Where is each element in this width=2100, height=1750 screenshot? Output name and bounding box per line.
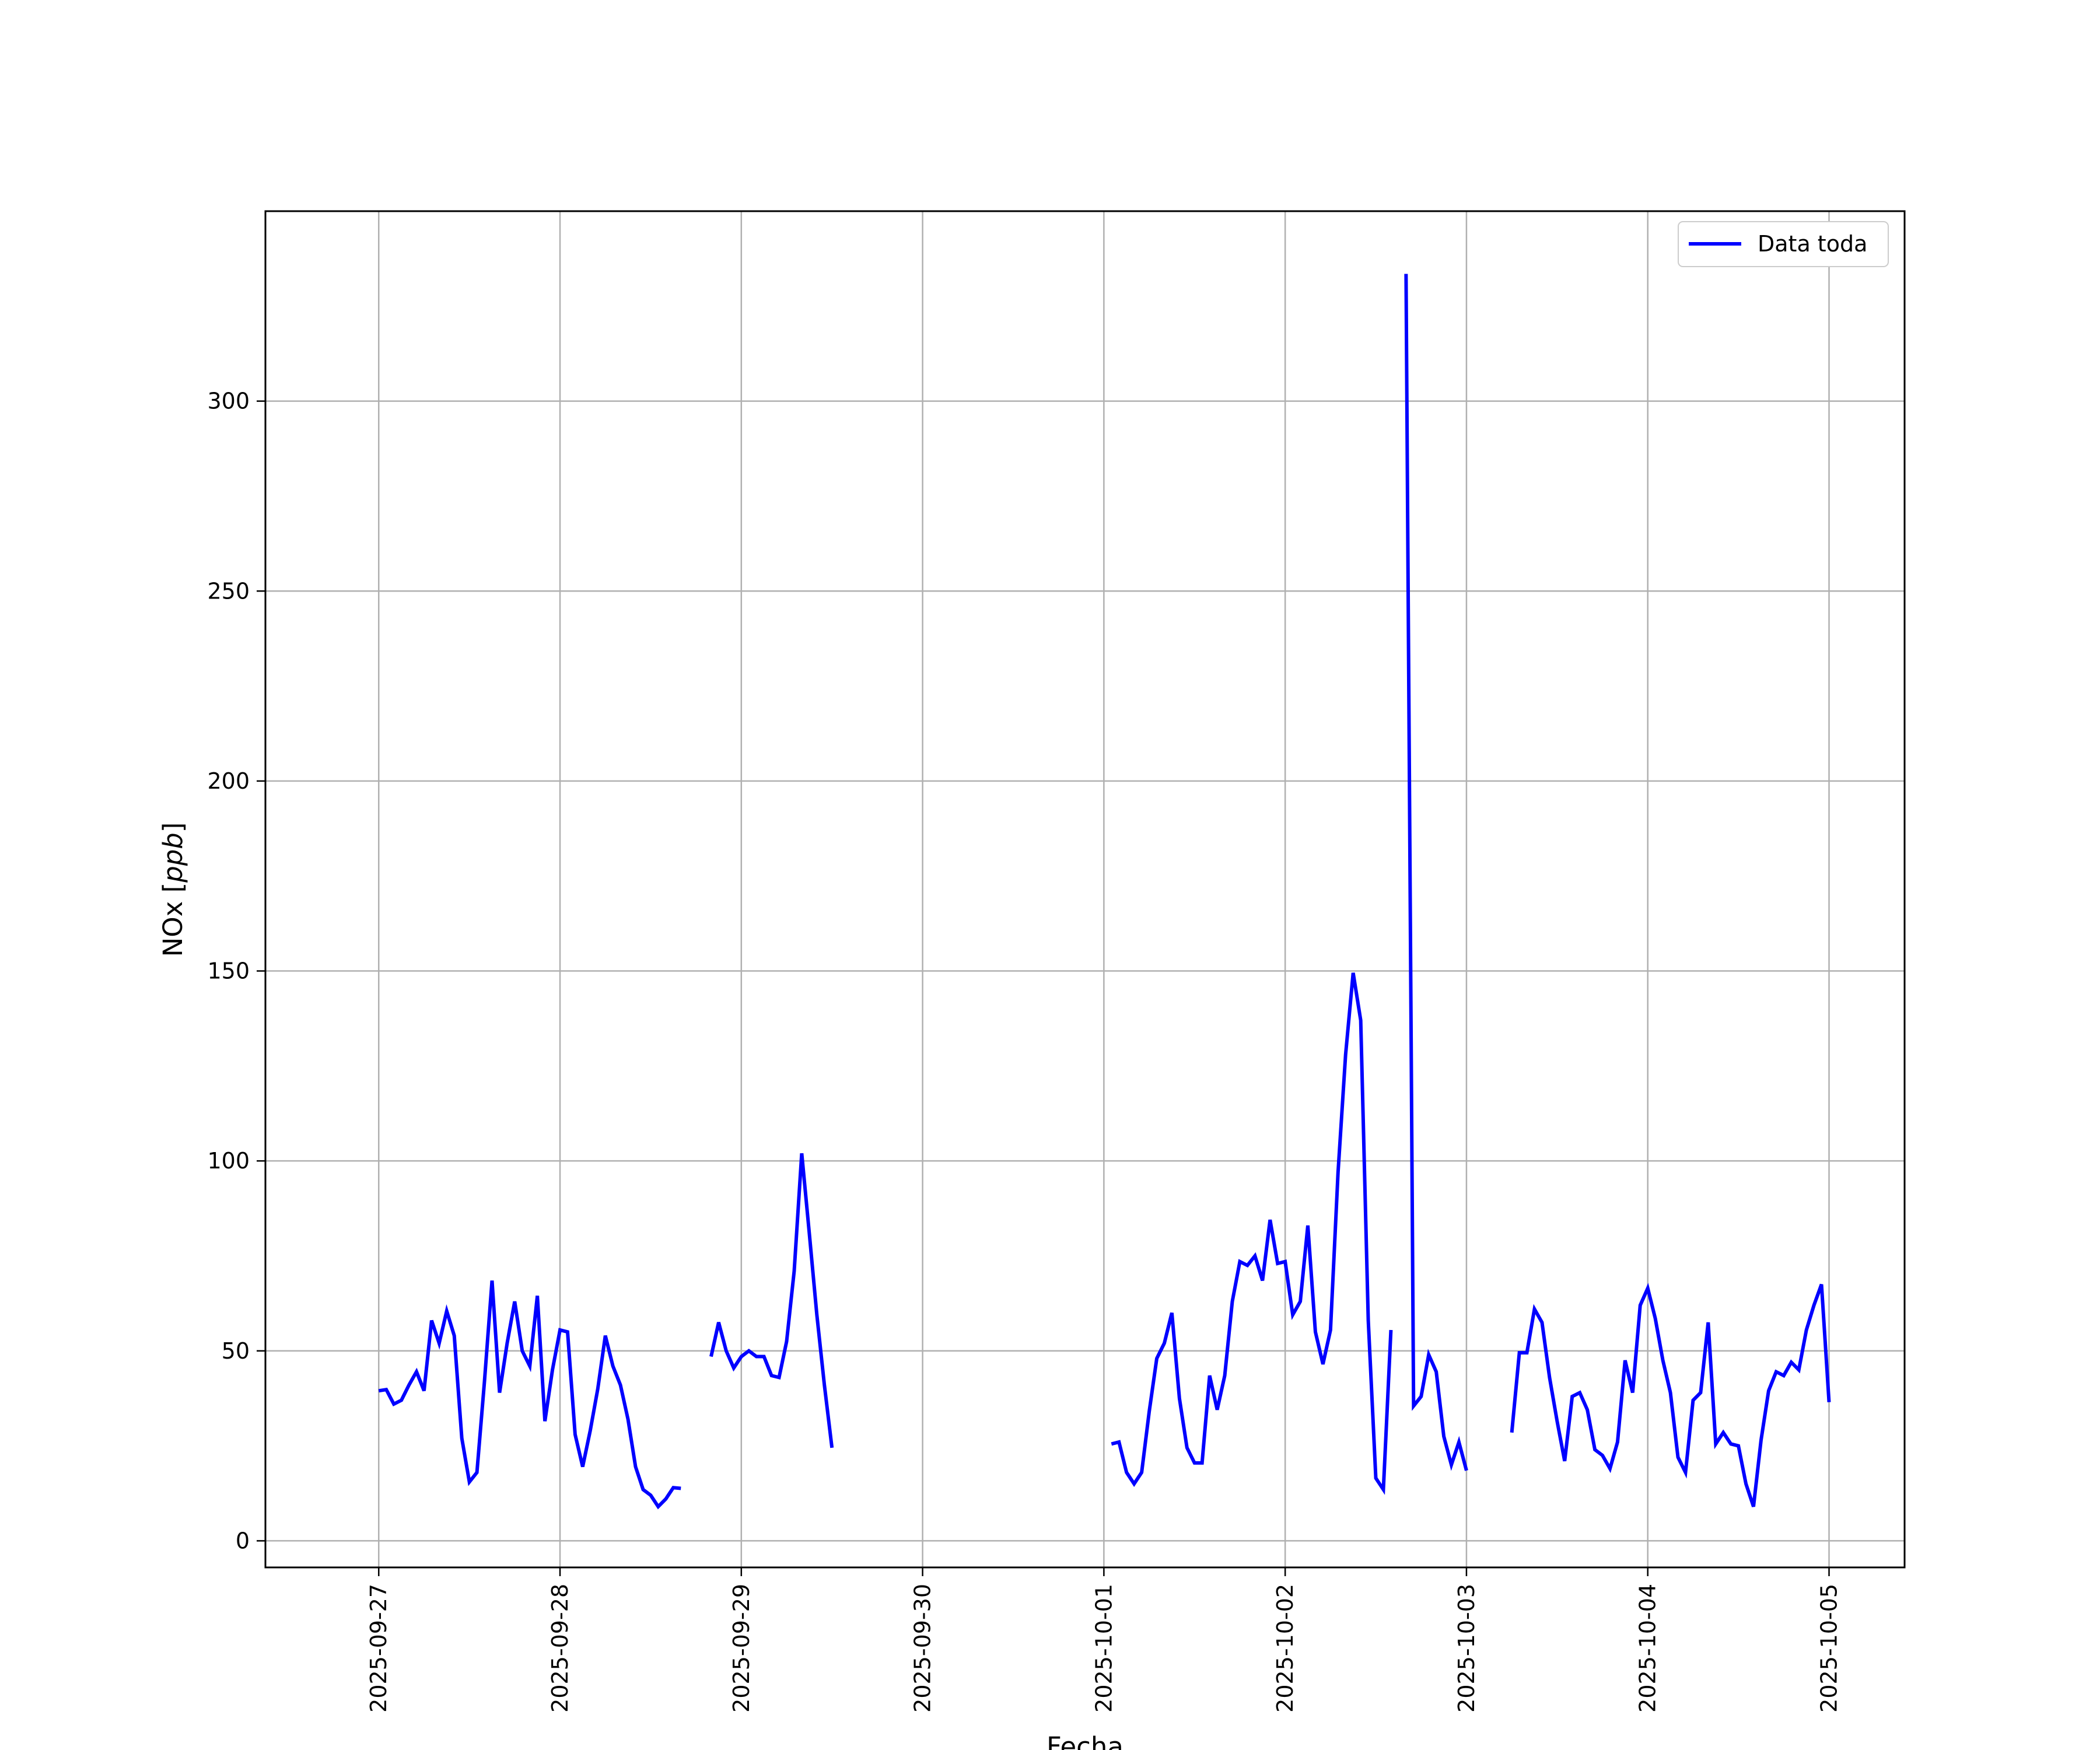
x-tick-label: 2025-10-01 — [1091, 1584, 1116, 1713]
y-tick-label: 300 — [207, 388, 250, 414]
series-layer — [378, 274, 1831, 1510]
x-tick-label: 2025-09-30 — [910, 1584, 936, 1713]
x-tick-label: 2025-09-27 — [366, 1584, 391, 1713]
x-axis-label: Fecha — [1046, 1731, 1124, 1750]
series-line-segment — [378, 1280, 681, 1510]
x-tick-label: 2025-09-28 — [547, 1584, 573, 1713]
y-axis-label: NOx [ppb] — [158, 822, 188, 957]
x-tick-label: 2025-10-04 — [1635, 1584, 1661, 1713]
legend-box — [1678, 221, 1889, 267]
series-line-segment — [709, 1153, 834, 1448]
y-tick-label: 0 — [236, 1528, 250, 1553]
y-tick-label: 250 — [207, 578, 250, 604]
x-tick-label: 2025-10-03 — [1454, 1584, 1479, 1713]
legend: Data toda — [1678, 221, 1889, 267]
y-tick-label: 200 — [207, 768, 250, 794]
plot-area-frame — [264, 210, 1906, 1569]
x-axis: 2025-09-27 2025-09-28 2025-09-29 2025-09-30… — [366, 1567, 1842, 1713]
x-tick-label: 2025-10-05 — [1817, 1584, 1842, 1713]
y-tick-label: 50 — [222, 1338, 250, 1364]
x-tick-label: 2025-09-29 — [729, 1584, 754, 1713]
y-tick-label: 150 — [207, 958, 250, 984]
y-tick-label: 100 — [207, 1148, 250, 1174]
x-tick-label: 2025-10-02 — [1272, 1584, 1298, 1713]
series-line-segment — [1404, 274, 1468, 1471]
y-axis: 0 50 100 150 200 250 300 — [207, 388, 265, 1553]
series-line-segment — [1111, 972, 1393, 1495]
legend-label: Data toda — [1758, 231, 1867, 257]
series-line-segment — [1510, 1283, 1831, 1507]
grid — [265, 211, 1905, 1567]
